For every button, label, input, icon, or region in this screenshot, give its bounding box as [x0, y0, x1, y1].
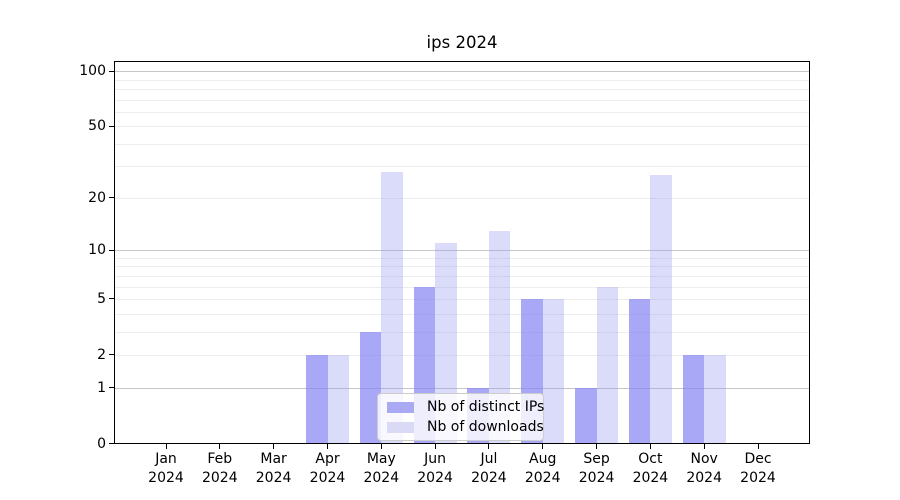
y-tick-mark-10 [109, 249, 114, 251]
gridline-y-50 [114, 126, 810, 128]
y-tick-mark-2 [109, 354, 114, 356]
gridline-y-80 [114, 88, 810, 90]
y-tick-mark-1 [109, 387, 114, 389]
y-tick-label-5: 5 [97, 290, 106, 307]
x-tick-mark-apr [327, 444, 328, 449]
gridline-y-90 [114, 79, 810, 81]
x-tick-mark-jan [165, 444, 167, 449]
gridline-y-4 [114, 313, 810, 315]
gridline-y-20 [114, 197, 810, 199]
y-tick-label-100: 100 [79, 63, 106, 80]
bar-downloads-nov [704, 354, 726, 444]
legend-swatch-downloads [387, 421, 414, 433]
x-tick-label-oct: Oct 2024 [632, 451, 669, 486]
gridline-major-y-100 [114, 71, 810, 73]
x-tick-mark-may [380, 444, 382, 449]
bar-ips-oct [628, 298, 651, 444]
bar-ips-may [359, 331, 382, 444]
x-tick-label-jul: Jul 2024 [471, 451, 507, 486]
x-tick-label-feb: Feb 2024 [201, 451, 238, 486]
x-tick-mark-sep [596, 444, 598, 449]
y-tick-label-0: 0 [97, 435, 106, 452]
x-tick-label-sep: Sep 2024 [578, 451, 615, 486]
y-tick-label-50: 50 [88, 118, 106, 135]
y-tick-mark-20 [109, 197, 114, 199]
y-tick-mark-100 [109, 70, 114, 72]
x-tick-label-may: May 2024 [363, 451, 400, 486]
y-tick-mark-50 [109, 125, 114, 127]
gridline-y-7 [114, 275, 810, 277]
x-tick-label-aug: Aug 2024 [524, 451, 561, 486]
bar-downloads-may [381, 171, 403, 444]
bar-downloads-oct [650, 174, 672, 444]
bar-downloads-sep [596, 286, 619, 444]
y-tick-label-20: 20 [88, 189, 106, 206]
y-tick-label-10: 10 [88, 242, 106, 258]
gridline-y-8 [114, 266, 810, 268]
legend-item-distinct-ips: Nb of distinct IPs [387, 399, 544, 415]
y-tick-mark-0 [109, 443, 114, 444]
x-tick-mark-mar [273, 444, 275, 449]
y-tick-mark-5 [109, 298, 114, 300]
x-tick-mark-feb [219, 444, 221, 449]
x-tick-mark-aug [542, 444, 544, 449]
bar-downloads-aug [542, 298, 565, 444]
x-tick-mark-oct [649, 444, 651, 449]
gridline-major-y-1 [114, 387, 810, 389]
legend-item-downloads: Nb of downloads [387, 419, 544, 435]
gridline-y-70 [114, 99, 810, 101]
x-tick-mark-dec [757, 444, 759, 449]
x-tick-label-nov: Nov 2024 [686, 451, 722, 486]
bar-downloads-apr [327, 354, 349, 444]
gridline-y-6 [114, 286, 810, 288]
legend-label-downloads: Nb of downloads [427, 419, 544, 435]
x-tick-label-jun: Jun 2024 [417, 451, 453, 486]
gridline-y-5 [114, 298, 810, 300]
plot-area [114, 61, 810, 444]
bar-ips-sep [575, 387, 597, 444]
legend-swatch-distinct-ips [387, 401, 414, 413]
gridline-major-y-10 [114, 250, 810, 251]
bar-ips-apr [306, 354, 328, 444]
bar-downloads-jul [488, 230, 511, 444]
gridline-y-9 [114, 257, 810, 259]
x-tick-label-apr: Apr 2024 [309, 451, 346, 486]
bar-ips-nov [682, 354, 705, 444]
x-tick-mark-jun [434, 444, 436, 449]
x-tick-mark-nov [703, 444, 705, 449]
x-tick-label-dec: Dec 2024 [740, 451, 776, 486]
x-tick-label-jan: Jan 2024 [148, 451, 184, 486]
gridline-y-40 [114, 143, 810, 145]
legend: Nb of distinct IPs Nb of downloads [377, 393, 544, 441]
chart-title: ips 2024 [426, 33, 498, 52]
y-tick-label-1: 1 [97, 379, 106, 396]
legend-label-distinct-ips: Nb of distinct IPs [427, 399, 545, 415]
gridline-y-60 [114, 111, 810, 113]
x-tick-label-mar: Mar 2024 [255, 451, 292, 486]
gridline-y-30 [114, 166, 810, 168]
x-tick-mark-jul [488, 444, 490, 449]
gridline-y-2 [114, 354, 810, 356]
gridline-y-3 [114, 331, 810, 333]
y-tick-label-2: 2 [97, 346, 106, 363]
